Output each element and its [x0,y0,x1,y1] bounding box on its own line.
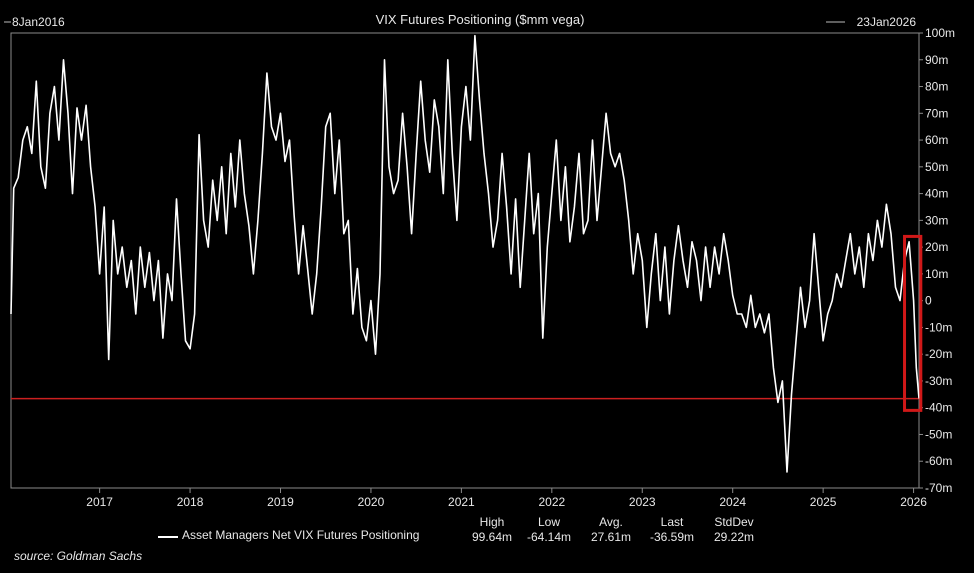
x-axis: 2017 2018 2019 2020 2021 2022 2023 2024 2025 2026 [86,488,927,509]
y-tick-label: 80m [925,80,948,94]
start-date-label: 8Jan2016 [12,15,65,29]
x-tick-label: 2025 [810,495,837,509]
y-tick-label: 10m [925,267,948,281]
highlight-box [903,234,923,412]
y-tick-label: -40m [925,401,952,415]
stat-last-header: Last [660,515,684,529]
stat-stddev: StdDev 29.22m [710,515,758,544]
y-tick-label: -30m [925,374,952,388]
legend-series-label: Asset Managers Net VIX Futures Positioni… [182,528,420,542]
stat-stddev-value: 29.22m [713,530,755,544]
stat-avg-header: Avg. [599,515,623,529]
y-axis: 100m 90m 80m 70m 60m 50m 40m 30m 20m 10m 0 -10m -20m… [919,26,955,495]
y-tick-label: 0 [925,294,932,308]
stat-avg: Avg. 27.61m [589,515,633,544]
stat-low-header: Low [537,515,560,529]
plot-frame [10,32,920,489]
y-tick-label: 40m [925,187,948,201]
stat-low-value: -64.14m [526,530,572,544]
stat-stddev-header: StdDev [714,515,754,529]
stat-high-value: 99.64m [472,530,513,544]
legend-swatch [158,536,178,538]
x-tick-label: 2019 [267,495,294,509]
stat-last-value: -36.59m [649,530,695,544]
x-tick-label: 2022 [538,495,565,509]
x-tick-label: 2017 [86,495,113,509]
y-tick-label: -10m [925,320,952,334]
x-tick-label: 2023 [629,495,656,509]
series-line-asset-managers [10,34,920,473]
y-tick-label: -60m [925,454,952,468]
y-tick-label: -70m [925,481,952,495]
x-tick-label: 2024 [719,495,746,509]
chart-title: VIX Futures Positioning ($mm vega) [376,12,585,27]
legend: Asset Managers Net VIX Futures Positioni… [158,512,838,552]
x-tick-label: 2021 [448,495,475,509]
y-tick-label: -20m [925,347,952,361]
x-tick-label: 2026 [900,495,927,509]
end-date-label: 23Jan2026 [857,15,917,29]
x-tick-label: 2020 [358,495,385,509]
x-tick-label: 2018 [177,495,204,509]
y-tick-label: 20m [925,240,948,254]
source-note: source: Goldman Sachs [14,549,143,563]
y-tick-label: -50m [925,427,952,441]
y-tick-label: 50m [925,160,948,174]
stat-avg-value: 27.61m [590,530,632,544]
y-tick-label: 100m [925,26,955,40]
stat-low: Low -64.14m [526,515,572,544]
y-tick-label: 90m [925,53,948,67]
y-tick-label: 60m [925,133,948,147]
stat-high-header: High [479,515,505,529]
stat-last: Last -36.59m [648,515,696,544]
y-tick-label: 30m [925,213,948,227]
stat-high: High 99.64m [472,515,512,544]
y-tick-label: 70m [925,106,948,120]
